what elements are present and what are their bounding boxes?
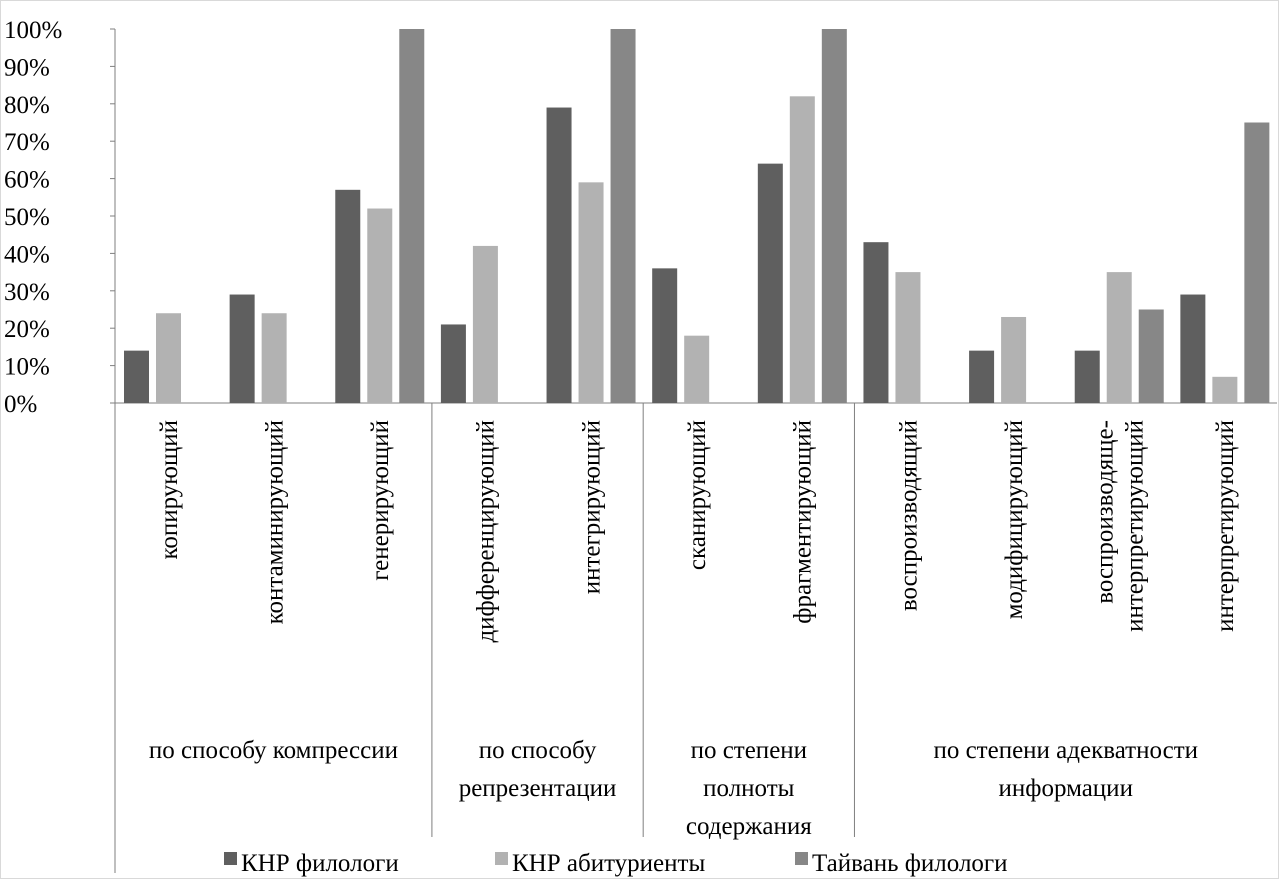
x-category-label: воспроизводящий [895,420,922,611]
group-label: репрезентации [459,775,617,802]
legend-label: КНР абитуриенты [512,850,705,877]
group-label: полноты [703,775,794,802]
bar-series-2-cat-1 [156,313,181,403]
y-tick-label: 100% [4,17,62,44]
y-tick-label: 10% [4,354,50,381]
y-tick-label: 0% [4,391,37,418]
group-label: по способу компрессии [149,737,398,764]
legend-swatch [224,852,237,865]
group-label: информации [998,775,1132,802]
bar-series-1-cat-9 [969,350,995,403]
bar-series-1-cat-11 [1180,294,1206,403]
bar-series-3-cat-5 [610,29,636,403]
x-category-label: воспроизводяще- [1092,420,1119,604]
group-label: по степени [691,737,807,764]
x-category-label: фрагментирующий [790,420,817,624]
group-label: по степени адекватности [933,737,1198,764]
legend-swatch [795,852,808,865]
y-tick-label: 80% [4,92,50,119]
bar-series-1-cat-6 [652,268,678,403]
y-tick-label: 40% [4,241,50,268]
x-category-label: модифицирующий [1001,420,1028,619]
group-label: содержания [686,813,812,840]
x-category-label: копирующий [156,420,183,560]
y-tick-label: 60% [4,167,50,194]
bar-series-3-cat-11 [1244,122,1270,403]
y-tick-label: 20% [4,316,50,343]
x-category-label: интегрирующий [578,420,605,594]
y-tick-label: 90% [4,54,50,81]
group-label: по способу [479,737,597,764]
bar-series-2-cat-7 [789,96,815,403]
bar-series-1-cat-5 [546,107,572,403]
legend-swatch [495,852,508,865]
y-tick-label: 70% [4,129,50,156]
bar-series-3-cat-10 [1138,309,1164,403]
bar-series-3-cat-3 [399,29,425,403]
bar-series-2-cat-6 [684,335,710,403]
x-category-label: интерпретирующий [1212,420,1239,632]
legend-label: КНР филологи [241,850,399,877]
bar-series-1-cat-8 [863,242,889,403]
x-category-label: контаминирующий [261,420,288,624]
bar-series-2-cat-4 [472,245,498,403]
bar-series-2-cat-5 [578,182,604,403]
bar-series-2-cat-9 [1001,316,1027,403]
bar-series-1-cat-3 [335,189,361,403]
bar-series-2-cat-10 [1106,272,1132,403]
bar-series-3-cat-7 [821,29,847,403]
bar-series-1-cat-1 [124,350,149,403]
y-tick-label: 30% [4,279,50,306]
x-category-label: дифференцирующий [473,420,500,643]
bar-series-1-cat-10 [1074,350,1100,403]
y-tick-label: 50% [4,204,50,231]
bar-series-2-cat-2 [261,313,287,403]
bar-series-1-cat-2 [229,294,255,403]
x-category-label: сканирующий [684,420,711,570]
legend-label: Тайвань филологи [812,850,1008,877]
bar-series-2-cat-3 [367,208,393,403]
bar-series-2-cat-11 [1212,376,1238,403]
bar-series-1-cat-4 [440,324,466,403]
x-category-label: генерирующий [367,420,394,581]
bar-series-1-cat-7 [757,163,783,403]
bar-series-2-cat-8 [895,272,921,403]
x-category-label: интерпретирующий [1122,420,1149,632]
